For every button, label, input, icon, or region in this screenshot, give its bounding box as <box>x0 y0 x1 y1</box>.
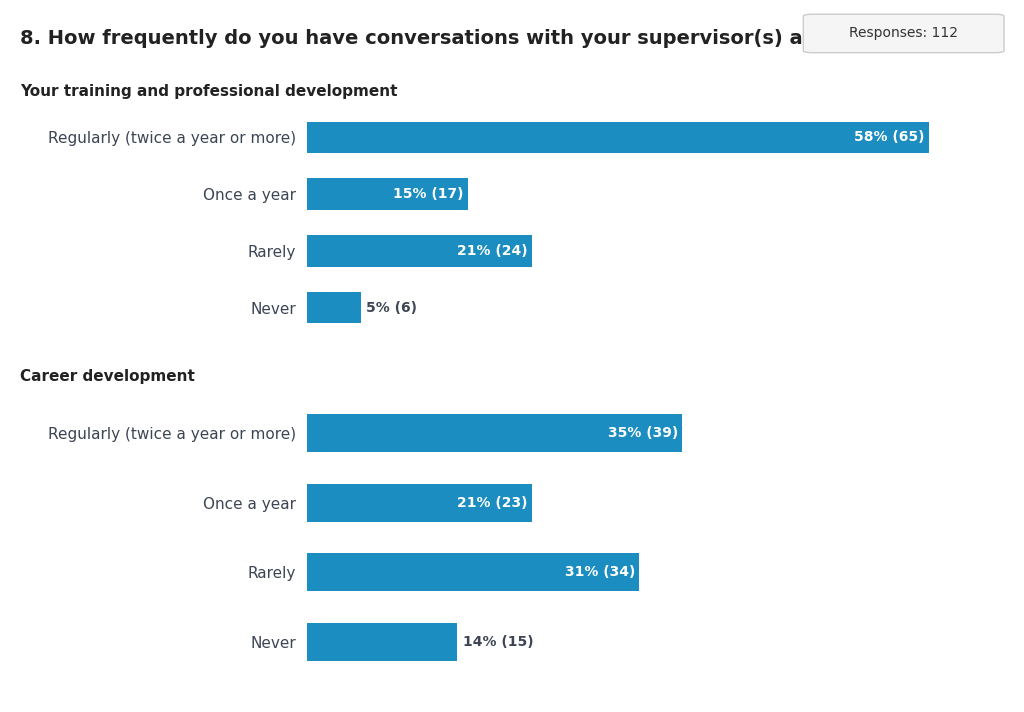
Bar <box>307 292 360 323</box>
Text: Responses: 112: Responses: 112 <box>849 26 958 41</box>
Text: 21% (24): 21% (24) <box>458 244 528 258</box>
Text: 58% (65): 58% (65) <box>854 130 925 145</box>
Text: 14% (15): 14% (15) <box>463 635 534 649</box>
Bar <box>307 235 532 266</box>
Text: 5% (6): 5% (6) <box>367 300 417 315</box>
Text: 31% (34): 31% (34) <box>564 565 635 580</box>
Bar <box>307 623 457 661</box>
Text: 15% (17): 15% (17) <box>393 187 464 201</box>
Bar <box>307 179 468 210</box>
FancyBboxPatch shape <box>803 14 1005 53</box>
Text: Your training and professional development: Your training and professional developme… <box>20 84 398 99</box>
Bar <box>307 483 532 522</box>
Text: 21% (23): 21% (23) <box>458 496 528 510</box>
Text: 8. How frequently do you have conversations with your supervisor(s) about:: 8. How frequently do you have conversati… <box>20 28 861 48</box>
Bar <box>307 553 639 592</box>
Text: 35% (39): 35% (39) <box>607 426 678 440</box>
Bar <box>307 414 682 452</box>
Bar <box>307 122 929 153</box>
Text: Career development: Career development <box>20 369 196 384</box>
